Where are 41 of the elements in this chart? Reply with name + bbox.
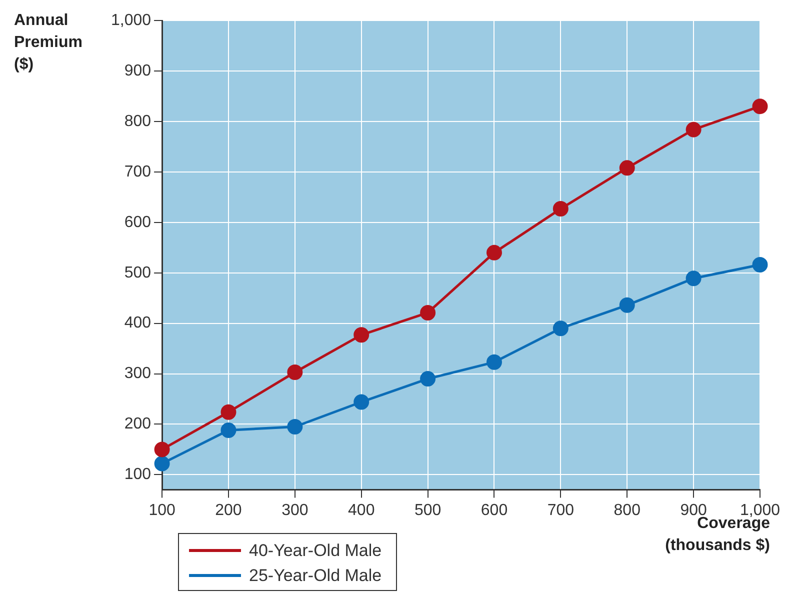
- y-tick-label: 700: [124, 163, 152, 180]
- x-tick-label: 500: [414, 502, 442, 519]
- point: [220, 422, 236, 438]
- y-tick-label: 800: [124, 112, 152, 130]
- point: [752, 98, 768, 114]
- point: [420, 304, 436, 320]
- x-tick-label: 400: [348, 502, 375, 519]
- point: [752, 257, 768, 273]
- point: [552, 201, 568, 217]
- point: [220, 404, 236, 420]
- y-axis-title: Annual Premium ($): [14, 11, 84, 75]
- point: [686, 122, 702, 138]
- point: [486, 354, 502, 370]
- point: [552, 320, 568, 336]
- point: [619, 160, 635, 176]
- legend-label: 40-Year-Old Male: [249, 540, 382, 560]
- y-tick-label: 300: [124, 365, 152, 382]
- legend-label: 25-Year-Old Male: [249, 566, 382, 586]
- point: [486, 244, 502, 260]
- point: [354, 394, 370, 410]
- y-tick-label: 100: [124, 466, 152, 484]
- point: [154, 442, 170, 458]
- y-tick-label: 600: [124, 214, 152, 231]
- x-tick-label: 200: [215, 502, 242, 519]
- x-tick-label: 100: [148, 502, 176, 519]
- point: [619, 297, 635, 313]
- x-tick-label: 600: [480, 502, 508, 519]
- point: [420, 371, 436, 387]
- point: [287, 418, 303, 434]
- x-tick-label: 300: [282, 502, 308, 519]
- point: [287, 364, 303, 380]
- y-tick-label: 1,000: [110, 12, 152, 30]
- x-tick-label: 700: [547, 502, 574, 519]
- y-tick-label: 900: [124, 62, 152, 80]
- point: [686, 270, 702, 286]
- point: [354, 327, 370, 343]
- x-tick-label: 800: [614, 502, 641, 519]
- y-tick-label: 400: [124, 314, 152, 332]
- point: [154, 456, 170, 472]
- y-tick-label: 200: [124, 416, 152, 433]
- y-tick-label: 500: [124, 264, 152, 282]
